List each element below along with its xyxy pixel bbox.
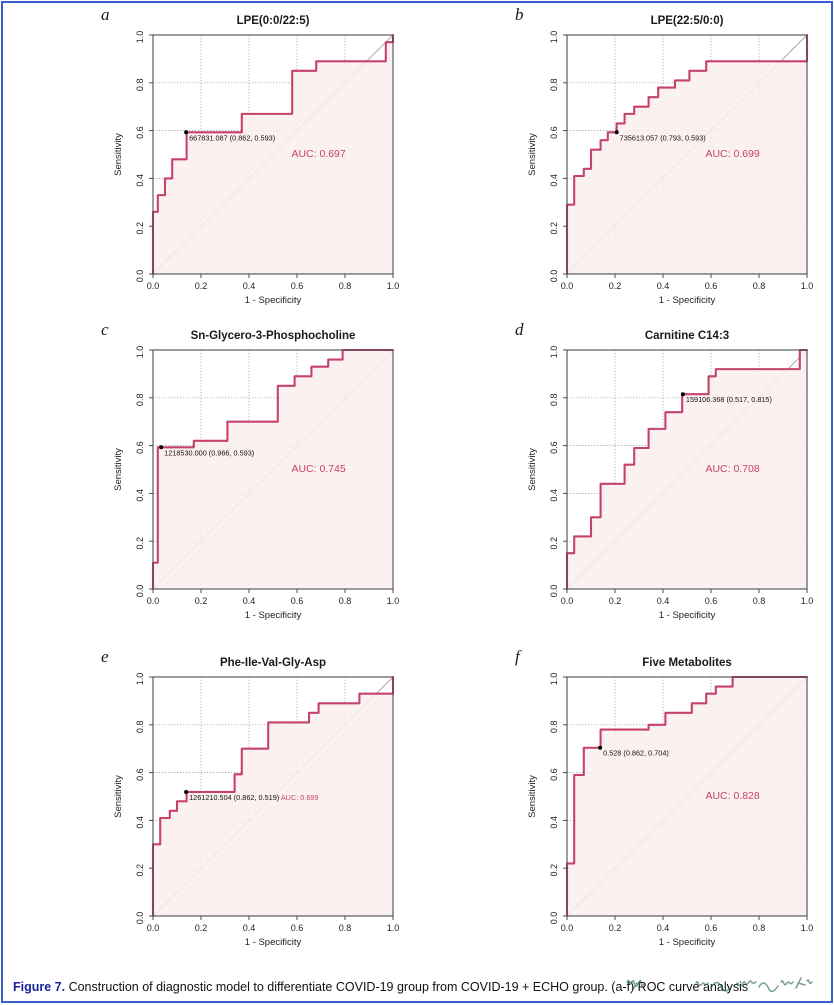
- svg-text:1.0: 1.0: [801, 923, 814, 933]
- svg-text:AUC: 0.697: AUC: 0.697: [291, 148, 345, 160]
- svg-text:Sensitivity: Sensitivity: [527, 775, 538, 818]
- svg-text:0.2: 0.2: [609, 923, 622, 933]
- svg-text:0.4: 0.4: [135, 174, 145, 187]
- svg-text:1.0: 1.0: [387, 281, 400, 291]
- svg-text:0.6: 0.6: [705, 596, 718, 606]
- svg-text:1.0: 1.0: [549, 346, 559, 359]
- svg-text:Sensitivity: Sensitivity: [113, 448, 124, 491]
- svg-text:0.8: 0.8: [135, 394, 145, 407]
- svg-text:0.4: 0.4: [549, 489, 559, 502]
- svg-text:0.0: 0.0: [549, 912, 559, 925]
- svg-text:0.4: 0.4: [657, 281, 670, 291]
- svg-text:1 - Specificity: 1 - Specificity: [659, 295, 716, 306]
- svg-text:0.8: 0.8: [753, 281, 766, 291]
- svg-text:0.0: 0.0: [561, 923, 574, 933]
- svg-text:0.4: 0.4: [243, 281, 256, 291]
- svg-text:1.0: 1.0: [387, 923, 400, 933]
- svg-text:0.4: 0.4: [243, 596, 256, 606]
- svg-text:0.2: 0.2: [135, 222, 145, 235]
- svg-text:Sensitivity: Sensitivity: [527, 448, 538, 491]
- svg-text:1.0: 1.0: [135, 673, 145, 686]
- svg-text:0.4: 0.4: [135, 489, 145, 502]
- svg-text:0.2: 0.2: [195, 596, 208, 606]
- svg-text:0.6: 0.6: [135, 441, 145, 454]
- svg-text:0.0: 0.0: [561, 281, 574, 291]
- svg-text:AUC: 0.828: AUC: 0.828: [705, 790, 759, 802]
- svg-text:1 - Specificity: 1 - Specificity: [245, 295, 302, 306]
- svg-text:1.0: 1.0: [801, 281, 814, 291]
- svg-text:0.2: 0.2: [549, 864, 559, 877]
- svg-text:0.6: 0.6: [549, 441, 559, 454]
- svg-text:1 - Specificity: 1 - Specificity: [245, 937, 302, 948]
- svg-text:0.8: 0.8: [135, 79, 145, 92]
- svg-text:0.4: 0.4: [549, 816, 559, 829]
- svg-text:0.8: 0.8: [549, 79, 559, 92]
- svg-text:0.0: 0.0: [147, 923, 160, 933]
- svg-text:0.4: 0.4: [135, 816, 145, 829]
- svg-text:0.8: 0.8: [549, 394, 559, 407]
- svg-text:0.4: 0.4: [657, 596, 670, 606]
- svg-text:0.6: 0.6: [705, 923, 718, 933]
- svg-text:1.0: 1.0: [801, 596, 814, 606]
- svg-text:1 - Specificity: 1 - Specificity: [245, 610, 302, 621]
- svg-text:AUC: 0.699: AUC: 0.699: [705, 148, 759, 160]
- svg-text:AUC: 0.708: AUC: 0.708: [705, 463, 759, 475]
- svg-text:1.0: 1.0: [549, 31, 559, 44]
- svg-text:0.2: 0.2: [195, 281, 208, 291]
- svg-text:0.2: 0.2: [609, 281, 622, 291]
- svg-text:0.2: 0.2: [609, 596, 622, 606]
- svg-text:0.0: 0.0: [549, 585, 559, 598]
- svg-text:Sensitivity: Sensitivity: [113, 775, 124, 818]
- svg-text:0.6: 0.6: [291, 923, 304, 933]
- svg-text:0.2: 0.2: [549, 222, 559, 235]
- svg-text:0.0: 0.0: [549, 270, 559, 283]
- svg-text:0.0: 0.0: [147, 596, 160, 606]
- svg-text:0.8: 0.8: [339, 596, 352, 606]
- svg-text:0.6: 0.6: [291, 281, 304, 291]
- svg-text:0.6: 0.6: [549, 768, 559, 781]
- svg-text:1.0: 1.0: [549, 673, 559, 686]
- svg-text:AUC: 0.745: AUC: 0.745: [291, 463, 345, 475]
- svg-text:0.8: 0.8: [339, 923, 352, 933]
- svg-text:0.528 (0.862, 0.704): 0.528 (0.862, 0.704): [603, 749, 669, 758]
- svg-text:1.0: 1.0: [387, 596, 400, 606]
- svg-text:Sensitivity: Sensitivity: [113, 133, 124, 176]
- svg-text:0.8: 0.8: [753, 923, 766, 933]
- svg-text:667831.087 (0.862, 0.593): 667831.087 (0.862, 0.593): [189, 133, 275, 142]
- svg-text:0.6: 0.6: [135, 768, 145, 781]
- svg-text:0.2: 0.2: [135, 864, 145, 877]
- svg-text:0.0: 0.0: [135, 270, 145, 283]
- svg-text:0.0: 0.0: [135, 912, 145, 925]
- svg-text:0.8: 0.8: [549, 721, 559, 734]
- svg-text:1261210.504 (0.862, 0.519) AUC: 1261210.504 (0.862, 0.519) AUC: 0.699: [189, 793, 318, 802]
- svg-text:1218530.000 (0.966, 0.593): 1218530.000 (0.966, 0.593): [164, 448, 254, 457]
- svg-text:0.2: 0.2: [549, 537, 559, 550]
- svg-text:0.8: 0.8: [339, 281, 352, 291]
- svg-text:0.2: 0.2: [135, 537, 145, 550]
- svg-text:0.6: 0.6: [549, 126, 559, 139]
- svg-text:0.8: 0.8: [753, 596, 766, 606]
- svg-text:0.0: 0.0: [135, 585, 145, 598]
- svg-text:0.2: 0.2: [195, 923, 208, 933]
- svg-text:735613.057 (0.793, 0.593): 735613.057 (0.793, 0.593): [620, 133, 706, 142]
- svg-text:0.4: 0.4: [549, 174, 559, 187]
- svg-text:0.4: 0.4: [243, 923, 256, 933]
- svg-text:0.6: 0.6: [135, 126, 145, 139]
- svg-text:1.0: 1.0: [135, 31, 145, 44]
- svg-text:1 - Specificity: 1 - Specificity: [659, 937, 716, 948]
- svg-text:Sensitivity: Sensitivity: [527, 133, 538, 176]
- svg-text:159106.368 (0.517, 0.815): 159106.368 (0.517, 0.815): [686, 395, 772, 404]
- svg-text:0.4: 0.4: [657, 923, 670, 933]
- svg-text:0.0: 0.0: [147, 281, 160, 291]
- svg-text:0.8: 0.8: [135, 721, 145, 734]
- svg-text:1.0: 1.0: [135, 346, 145, 359]
- svg-text:0.6: 0.6: [705, 281, 718, 291]
- svg-text:0.0: 0.0: [561, 596, 574, 606]
- svg-text:0.6: 0.6: [291, 596, 304, 606]
- svg-text:1 - Specificity: 1 - Specificity: [659, 610, 716, 621]
